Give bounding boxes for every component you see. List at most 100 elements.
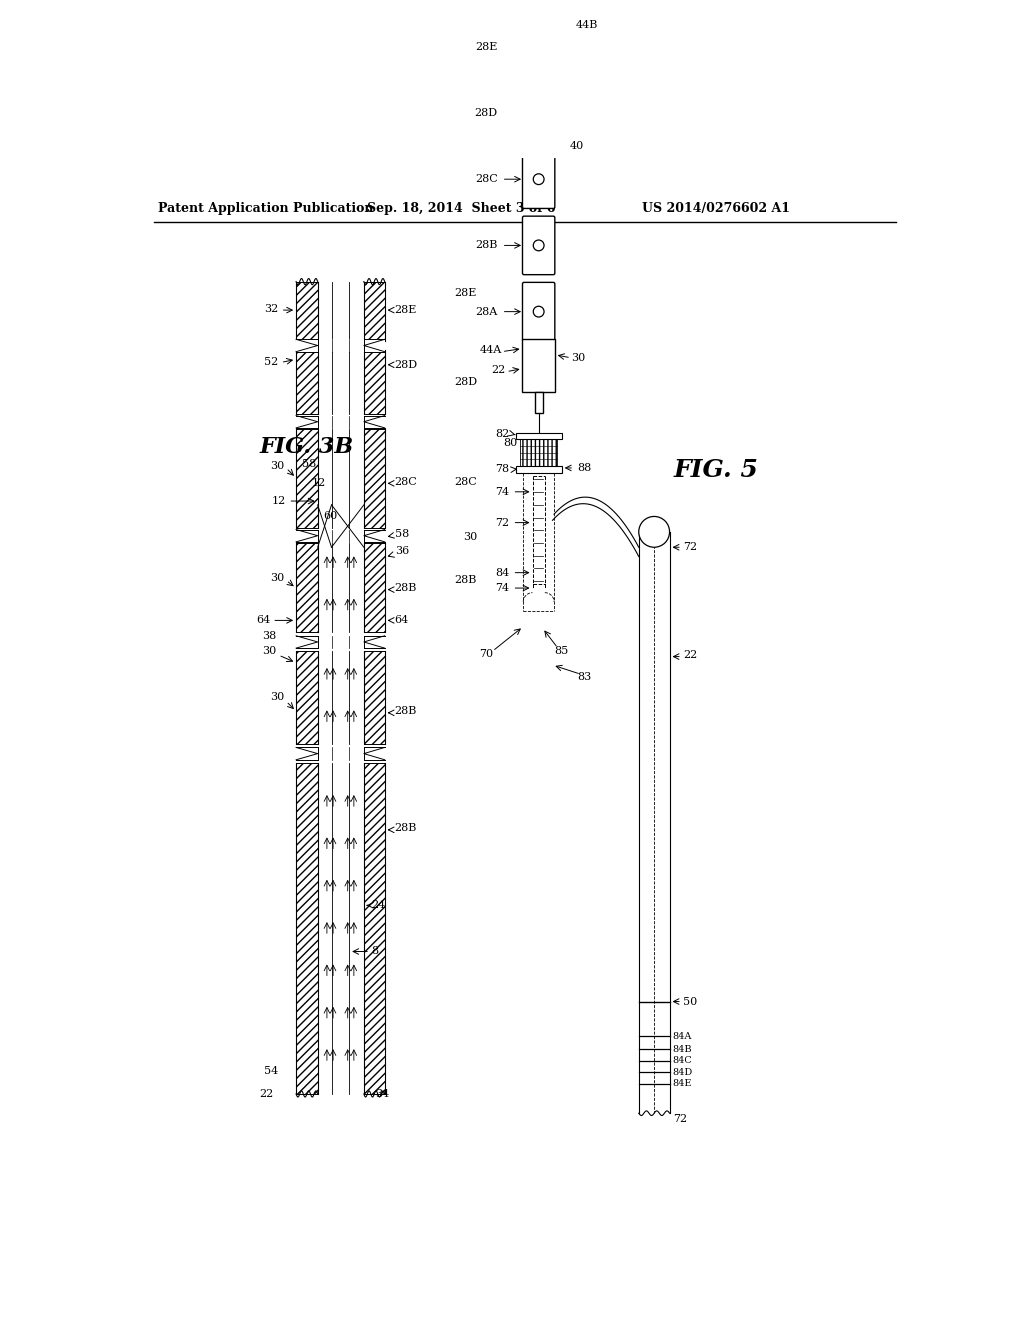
Bar bbox=[515, 466, 562, 473]
Text: 84: 84 bbox=[496, 568, 509, 578]
Bar bbox=[296, 281, 317, 341]
Text: 30: 30 bbox=[463, 532, 477, 543]
Bar bbox=[364, 763, 385, 1094]
FancyBboxPatch shape bbox=[522, 17, 555, 77]
Text: 58: 58 bbox=[394, 529, 409, 539]
Text: 34: 34 bbox=[376, 1089, 390, 1100]
Text: 30: 30 bbox=[270, 462, 285, 471]
Text: 84B: 84B bbox=[673, 1045, 692, 1053]
Text: 60: 60 bbox=[324, 511, 338, 521]
Text: 28B: 28B bbox=[475, 240, 498, 251]
Circle shape bbox=[534, 306, 544, 317]
Text: 28E: 28E bbox=[394, 305, 417, 315]
Bar bbox=[296, 651, 317, 743]
Bar bbox=[520, 438, 557, 466]
Text: 36: 36 bbox=[394, 546, 409, 556]
Text: 22: 22 bbox=[492, 366, 506, 375]
Text: 28B: 28B bbox=[394, 824, 417, 833]
Text: 28D: 28D bbox=[475, 108, 498, 117]
Bar bbox=[296, 636, 385, 648]
Text: 28D: 28D bbox=[454, 376, 477, 387]
Circle shape bbox=[534, 240, 544, 251]
Text: 28B: 28B bbox=[394, 706, 417, 717]
Text: Sep. 18, 2014  Sheet 3 of 6: Sep. 18, 2014 Sheet 3 of 6 bbox=[368, 202, 556, 215]
Circle shape bbox=[639, 516, 670, 548]
Bar bbox=[296, 544, 317, 632]
Text: 22: 22 bbox=[683, 649, 697, 660]
Text: 22: 22 bbox=[259, 1089, 273, 1100]
Text: 44B: 44B bbox=[575, 20, 598, 30]
Text: 58: 58 bbox=[302, 459, 316, 469]
Text: Patent Application Publication: Patent Application Publication bbox=[158, 202, 373, 215]
Text: 28E: 28E bbox=[475, 42, 498, 51]
Text: 28C: 28C bbox=[475, 174, 498, 185]
Bar bbox=[364, 281, 385, 341]
Bar bbox=[296, 350, 317, 414]
Text: 72: 72 bbox=[673, 1114, 687, 1125]
Text: 84D: 84D bbox=[673, 1068, 693, 1077]
Text: 28A: 28A bbox=[475, 306, 498, 317]
Polygon shape bbox=[524, 0, 553, 18]
Text: 28B: 28B bbox=[394, 583, 417, 593]
Text: 30: 30 bbox=[571, 352, 586, 363]
Text: 50: 50 bbox=[683, 997, 697, 1007]
Bar bbox=[317, 763, 364, 1094]
Bar bbox=[317, 544, 364, 632]
Bar bbox=[515, 433, 562, 438]
Bar bbox=[317, 651, 364, 743]
Text: FIG. 3B: FIG. 3B bbox=[259, 436, 353, 458]
Circle shape bbox=[534, 41, 544, 53]
Text: 74: 74 bbox=[496, 487, 509, 496]
Text: 80: 80 bbox=[503, 438, 517, 449]
Text: 24: 24 bbox=[372, 900, 386, 911]
Text: 8: 8 bbox=[372, 946, 379, 957]
Text: 28D: 28D bbox=[394, 360, 418, 370]
Bar bbox=[364, 350, 385, 414]
Text: 28B: 28B bbox=[455, 576, 477, 585]
FancyBboxPatch shape bbox=[522, 83, 555, 143]
Text: 82: 82 bbox=[496, 429, 509, 440]
Bar bbox=[364, 544, 385, 632]
Text: 40: 40 bbox=[569, 141, 584, 150]
Text: 44A: 44A bbox=[480, 345, 502, 355]
Circle shape bbox=[534, 107, 544, 119]
Text: 30: 30 bbox=[262, 647, 276, 656]
Bar bbox=[364, 651, 385, 743]
Text: 28C: 28C bbox=[455, 477, 477, 487]
Bar bbox=[296, 416, 385, 428]
Text: 84E: 84E bbox=[673, 1080, 692, 1089]
Bar bbox=[296, 529, 385, 541]
Text: 12: 12 bbox=[271, 496, 286, 506]
Text: 30: 30 bbox=[270, 693, 285, 702]
Text: 88: 88 bbox=[578, 463, 592, 473]
Bar bbox=[296, 339, 385, 351]
Text: 28E: 28E bbox=[455, 288, 477, 298]
Text: 64: 64 bbox=[256, 615, 270, 626]
Text: 52: 52 bbox=[264, 358, 279, 367]
Bar bbox=[296, 763, 317, 1094]
Text: 83: 83 bbox=[578, 672, 592, 681]
Bar bbox=[317, 281, 364, 341]
Bar bbox=[296, 429, 317, 528]
Text: FIG. 5: FIG. 5 bbox=[674, 458, 758, 482]
Text: 85: 85 bbox=[555, 647, 569, 656]
Text: 54: 54 bbox=[264, 1065, 279, 1076]
Text: 84C: 84C bbox=[673, 1056, 692, 1065]
Text: 84A: 84A bbox=[673, 1032, 692, 1040]
Bar bbox=[364, 429, 385, 528]
Text: 78: 78 bbox=[496, 465, 509, 474]
Text: 70: 70 bbox=[479, 648, 494, 659]
Text: 72: 72 bbox=[496, 517, 509, 528]
Text: 64: 64 bbox=[394, 615, 409, 626]
Text: 38: 38 bbox=[262, 631, 276, 640]
Bar bbox=[317, 429, 364, 528]
Text: 32: 32 bbox=[264, 304, 279, 314]
FancyBboxPatch shape bbox=[522, 216, 555, 275]
Text: 72: 72 bbox=[683, 543, 697, 552]
Bar bbox=[535, 392, 543, 413]
Text: 12: 12 bbox=[311, 478, 326, 488]
FancyBboxPatch shape bbox=[522, 150, 555, 209]
Circle shape bbox=[534, 174, 544, 185]
Text: 28C: 28C bbox=[394, 477, 418, 487]
Text: US 2014/0276602 A1: US 2014/0276602 A1 bbox=[642, 202, 790, 215]
